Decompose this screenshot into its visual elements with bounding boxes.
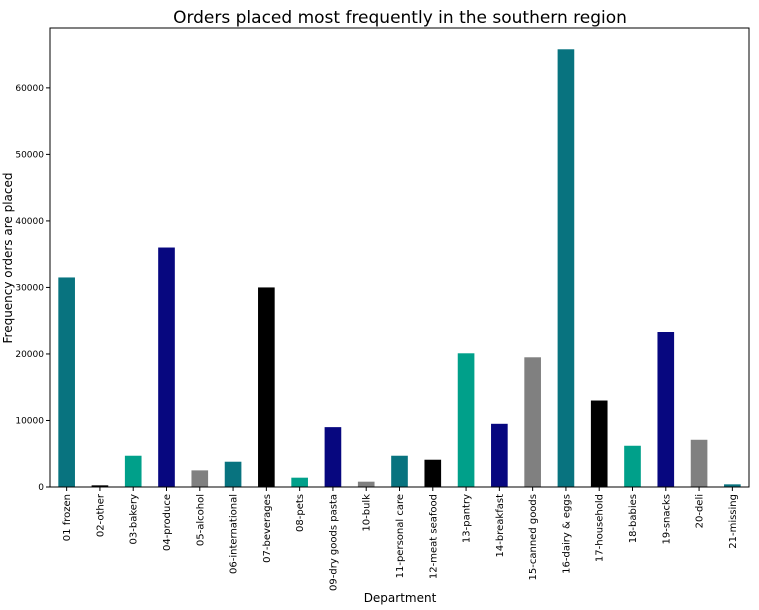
chart-title: Orders placed most frequently in the sou…	[173, 8, 627, 28]
x-tick-label: 15-canned goods	[528, 494, 539, 580]
x-tick-label: 20-deli	[695, 494, 706, 528]
x-tick-label: 08-pets	[295, 494, 306, 532]
x-tick-label: 16-dairy & eggs	[561, 494, 572, 574]
x-tick-label: 05-alcohol	[195, 494, 206, 546]
y-axis-label: Frequency orders are placed	[1, 173, 15, 344]
bar-7	[291, 477, 308, 487]
bars-group	[58, 49, 741, 487]
y-axis: 0 10000 20000 30000 40000 50000 60000	[15, 84, 50, 493]
y-tick-label: 40000	[15, 217, 44, 227]
y-tick-label: 60000	[15, 84, 44, 94]
y-tick-label: 20000	[15, 350, 44, 360]
x-tick-label: 10-bulk	[362, 494, 373, 532]
y-tick-label: 30000	[15, 283, 44, 293]
bar-13	[491, 423, 508, 487]
bar-4	[191, 470, 209, 487]
bar-17	[624, 445, 641, 487]
x-tick-label: 01 frozen	[62, 494, 73, 541]
x-tick-label: 06-international	[229, 494, 240, 574]
x-tick-label: 19-snacks	[661, 494, 672, 545]
plot-frame	[49, 27, 750, 488]
bar-3	[158, 247, 175, 487]
x-tick-label: 11-personal care	[395, 494, 406, 578]
bar-1	[91, 485, 109, 487]
bar-19	[690, 439, 708, 487]
bar-10	[391, 455, 408, 487]
bar-11	[424, 459, 442, 487]
x-tick-label: 14-breakfast	[495, 494, 506, 558]
y-tick-label: 0	[38, 483, 44, 493]
bar-8	[324, 427, 342, 487]
bar-16	[590, 400, 608, 487]
x-tick-label: 02-other	[95, 493, 106, 537]
x-tick-label: 21-missing	[728, 494, 739, 549]
bar-2	[124, 455, 142, 487]
x-tick-label: 18-babies	[628, 494, 639, 543]
y-tick-label: 50000	[15, 150, 44, 160]
x-tick-label: 12-meat seafood	[428, 494, 439, 579]
bar-18	[657, 332, 675, 487]
bar-9	[357, 481, 375, 487]
x-axis: 01 frozen 02-other 03-bakery 04-produce 05-a…	[62, 487, 739, 591]
x-tick-label: 09-dry goods pasta	[328, 494, 339, 591]
bar-12	[457, 353, 475, 487]
bar-0	[58, 277, 75, 487]
x-tick-label: 07-beverages	[262, 494, 273, 563]
x-tick-label: 17-household	[595, 494, 606, 562]
x-tick-label: 04-produce	[162, 494, 173, 551]
bar-6	[258, 287, 275, 487]
bar-14	[524, 357, 541, 487]
x-tick-label: 03-bakery	[129, 494, 140, 545]
bar-15	[557, 49, 575, 487]
x-axis-label: Department	[364, 591, 437, 605]
bar-20	[724, 484, 741, 487]
x-tick-label: 13-pantry	[462, 494, 473, 543]
bar-5	[224, 461, 242, 487]
y-tick-label: 10000	[15, 416, 44, 426]
